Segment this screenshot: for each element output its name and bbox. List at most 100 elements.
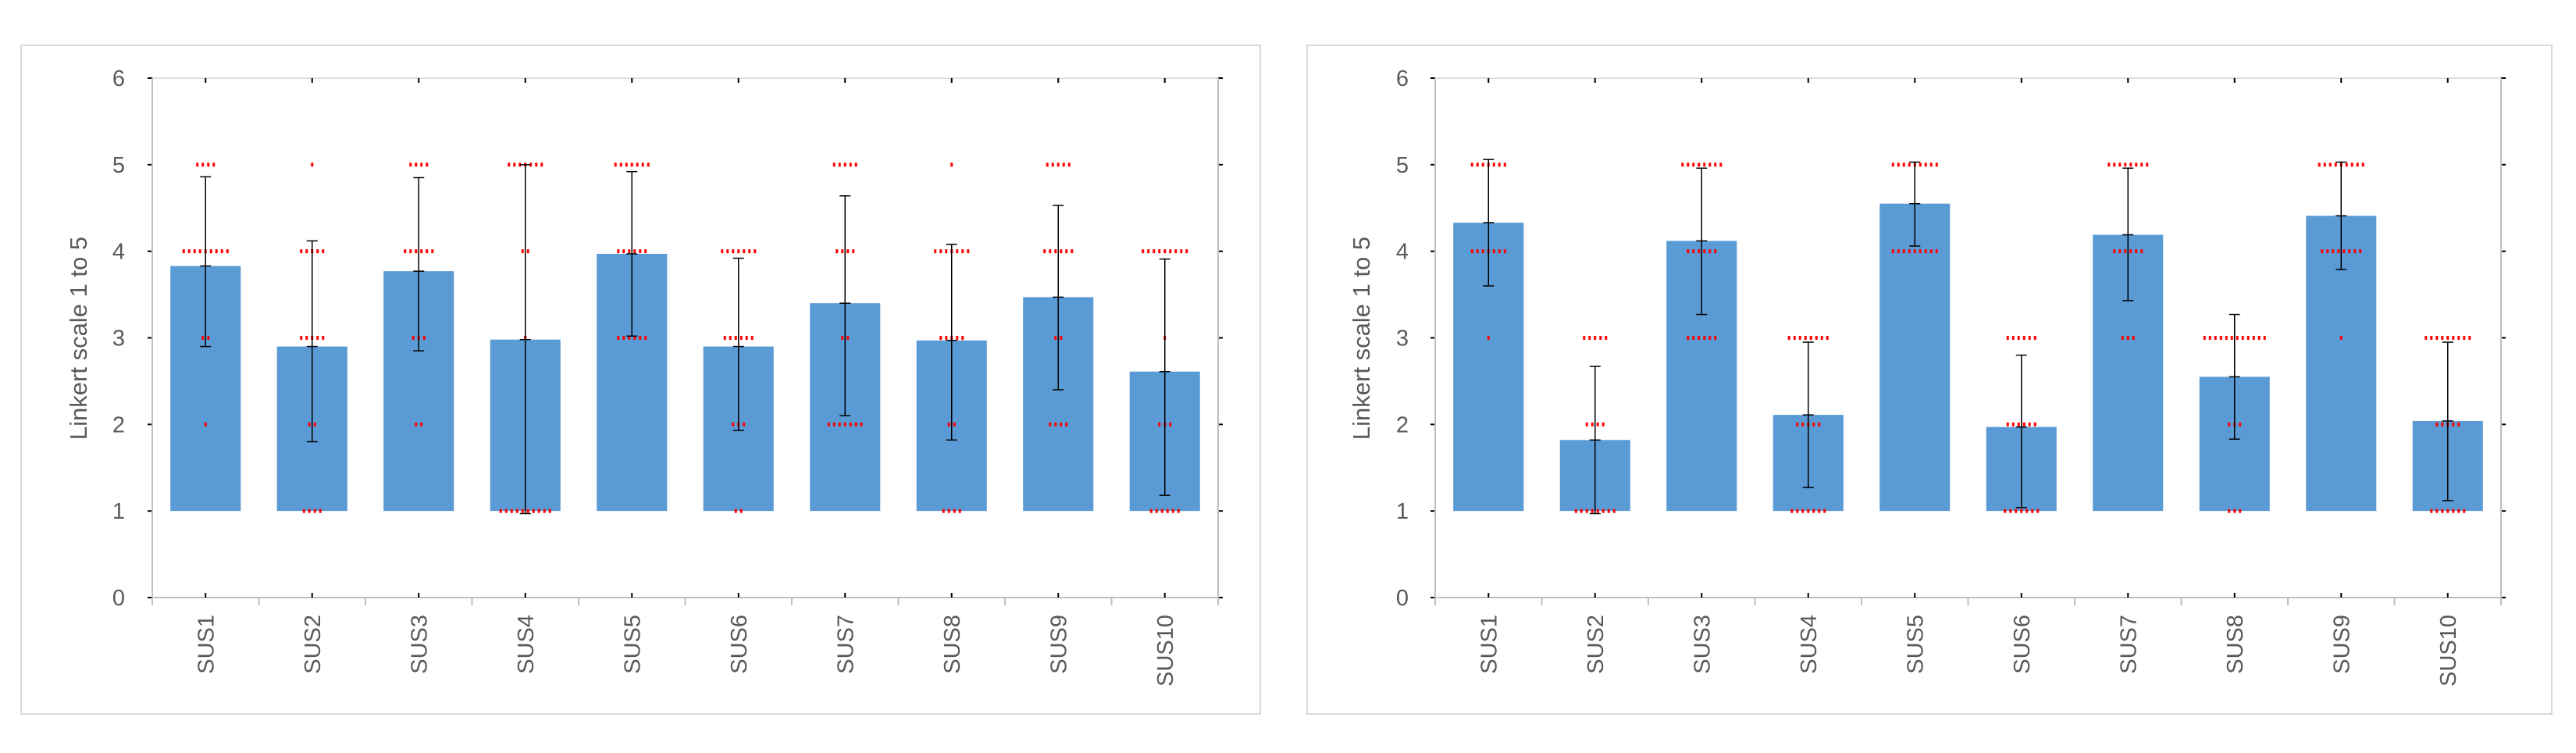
data-point-sus9-left (1046, 162, 1049, 167)
data-point-sus6-right (2006, 422, 2009, 426)
data-point-sus5-left (619, 162, 622, 167)
x-tick-label-right: SUS2 (1584, 615, 1609, 674)
data-point-sus3-left (420, 162, 423, 167)
data-point-sus7-left (832, 162, 836, 167)
data-point-sus9-left (1054, 336, 1057, 340)
data-point-sus1-left (209, 249, 212, 254)
data-point-sus4-right (1790, 509, 1794, 513)
data-point-sus6-right (2017, 336, 2020, 340)
data-point-sus4-left (535, 162, 538, 167)
data-point-sus8-right (2230, 336, 2233, 340)
x-tick-label-right: SUS9 (2329, 615, 2354, 674)
data-point-sus10-right (2441, 509, 2444, 513)
data-point-sus9-right (2345, 162, 2348, 167)
data-point-sus3-right (1714, 249, 1717, 254)
data-point-sus7-right (2129, 249, 2132, 254)
data-point-sus9-right (2326, 249, 2329, 254)
data-point-sus6-right (2026, 509, 2029, 513)
data-point-sus7-left (836, 249, 839, 254)
data-point-sus9-right (2328, 162, 2332, 167)
data-point-sus3-right (1692, 249, 1695, 254)
data-point-sus9-left (1071, 249, 1074, 254)
data-point-sus6-right (2011, 422, 2015, 426)
data-point-sus2-right (1580, 509, 1583, 513)
data-point-sus3-right (1687, 336, 1690, 340)
data-point-sus1-left (196, 162, 199, 167)
x-tick-label-right: SUS6 (2010, 615, 2035, 674)
data-point-sus7-right (2135, 249, 2138, 254)
y-tick-label-left: 1 (112, 499, 125, 524)
data-point-sus7-left (854, 162, 857, 167)
data-point-sus9-left (1060, 422, 1063, 426)
x-tick-label-right: SUS10 (2436, 615, 2461, 687)
data-point-sus9-right (2321, 249, 2324, 254)
data-point-sus7-left (852, 249, 855, 254)
data-point-sus8-left (953, 422, 956, 426)
data-point-sus7-right (2124, 162, 2127, 167)
data-point-sus8-left (945, 336, 948, 340)
data-point-sus2-left (322, 336, 325, 340)
data-point-sus4-right (1801, 509, 1805, 513)
data-point-sus3-left (431, 249, 434, 254)
data-point-sus6-right (2011, 336, 2015, 340)
data-point-sus2-left (300, 249, 303, 254)
data-point-sus4-right (1812, 509, 1815, 513)
data-point-sus2-left (313, 422, 316, 426)
data-point-sus7-left (843, 422, 846, 426)
x-tick-label-left: SUS1 (194, 615, 219, 674)
data-point-sus10-left (1155, 509, 1158, 513)
data-point-sus5-left (617, 336, 620, 340)
data-point-sus10-right (2435, 422, 2439, 426)
data-point-sus7-right (2126, 336, 2129, 340)
data-point-sus8-right (2233, 509, 2236, 513)
data-point-sus4-right (1804, 336, 1807, 340)
data-point-sus2-right (1596, 509, 1599, 513)
data-point-sus3-right (1714, 336, 1717, 340)
data-point-sus6-left (732, 249, 735, 254)
data-point-sus6-left (732, 422, 735, 426)
data-point-sus3-left (415, 162, 418, 167)
data-point-sus8-left (956, 249, 959, 254)
data-point-sus7-left (846, 249, 850, 254)
y-tick-label-right: 6 (1396, 66, 1409, 91)
data-point-sus7-left (854, 422, 857, 426)
data-point-sus1-left (204, 422, 207, 426)
data-point-sus9-right (2323, 162, 2326, 167)
data-point-sus3-left (409, 249, 412, 254)
data-point-sus6-right (2028, 336, 2031, 340)
data-point-sus10-right (2430, 509, 2433, 513)
x-tick-label-right: SUS1 (1477, 615, 1502, 674)
y-tick-label-left: 3 (112, 327, 125, 352)
data-point-sus2-right (1591, 509, 1594, 513)
data-point-sus2-right (1583, 336, 1586, 340)
data-point-sus10-right (2446, 509, 2450, 513)
data-point-sus2-left (308, 422, 311, 426)
data-point-sus1-right (1498, 249, 1501, 254)
data-point-sus4-left (515, 509, 518, 513)
data-point-sus6-right (2022, 422, 2026, 426)
data-point-sus7-left (838, 162, 841, 167)
data-point-sus10-left (1180, 249, 1183, 254)
data-point-sus5-right (1897, 162, 1900, 167)
x-tick-label-right: SUS5 (1903, 615, 1928, 674)
data-point-sus4-right (1801, 422, 1805, 426)
data-point-sus4-right (1823, 509, 1826, 513)
data-point-sus6-left (737, 249, 740, 254)
data-point-sus4-left (521, 249, 524, 254)
data-point-sus9-right (2339, 336, 2343, 340)
data-point-sus5-right (1935, 162, 1938, 167)
data-point-sus6-left (721, 249, 724, 254)
data-point-sus6-right (2015, 509, 2018, 513)
data-point-sus6-right (2017, 422, 2020, 426)
data-point-sus2-right (1596, 422, 1599, 426)
data-point-sus1-right (1492, 162, 1495, 167)
x-tick-label-left: SUS5 (620, 615, 645, 674)
data-point-sus9-right (2348, 249, 2351, 254)
data-point-sus7-right (2113, 249, 2116, 254)
y-tick-label-right: 2 (1396, 412, 1409, 437)
data-point-sus1-right (1498, 162, 1501, 167)
y-tick-label-left: 5 (112, 153, 125, 178)
data-point-sus4-right (1796, 422, 1799, 426)
data-point-sus6-right (2020, 509, 2023, 513)
